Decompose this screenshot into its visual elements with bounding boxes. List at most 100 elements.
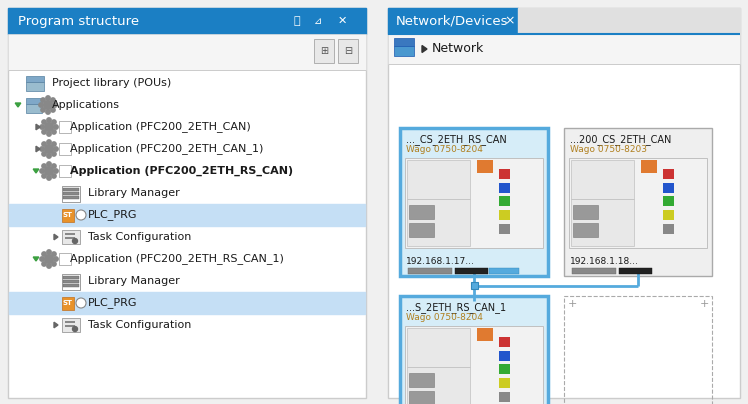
Polygon shape <box>36 124 40 130</box>
Bar <box>569 158 707 248</box>
Bar <box>499 183 510 193</box>
Polygon shape <box>33 257 39 261</box>
Bar <box>62 209 74 222</box>
Circle shape <box>46 96 50 100</box>
Bar <box>400 128 548 276</box>
Circle shape <box>40 125 44 129</box>
Circle shape <box>42 174 46 178</box>
Bar <box>388 34 740 64</box>
Bar <box>564 128 712 276</box>
Bar <box>62 230 80 244</box>
Text: Wago 0750-8204: Wago 0750-8204 <box>406 145 483 154</box>
Circle shape <box>42 262 46 266</box>
Bar <box>8 8 366 34</box>
Bar <box>663 210 674 220</box>
Circle shape <box>73 326 78 332</box>
Text: ST: ST <box>63 300 73 306</box>
Circle shape <box>53 103 57 107</box>
Text: ...200_CS_2ETH_CAN: ...200_CS_2ETH_CAN <box>570 135 672 145</box>
Bar <box>63 196 79 199</box>
Bar <box>62 297 74 310</box>
Circle shape <box>40 257 44 261</box>
Circle shape <box>47 250 51 254</box>
Bar <box>26 82 44 91</box>
Bar <box>394 38 414 46</box>
Circle shape <box>44 145 54 154</box>
Circle shape <box>47 154 51 158</box>
Circle shape <box>42 120 46 124</box>
Text: Applications: Applications <box>52 100 120 110</box>
Bar <box>405 158 543 248</box>
Bar <box>26 98 42 104</box>
Text: 🔍: 🔍 <box>294 16 301 26</box>
Polygon shape <box>422 46 427 53</box>
Circle shape <box>51 98 55 102</box>
Circle shape <box>42 252 46 256</box>
Text: Application (PFC200_2ETH_RS_CAN_1): Application (PFC200_2ETH_RS_CAN_1) <box>70 254 284 265</box>
Bar <box>394 46 414 56</box>
Circle shape <box>39 103 43 107</box>
Text: ST: ST <box>63 212 73 218</box>
Circle shape <box>44 166 54 175</box>
Circle shape <box>47 176 51 180</box>
Bar <box>409 373 434 387</box>
Bar <box>641 160 657 173</box>
Bar <box>573 223 598 237</box>
Circle shape <box>73 238 78 244</box>
Bar <box>405 326 543 404</box>
Bar <box>489 268 519 274</box>
Circle shape <box>54 147 58 151</box>
Circle shape <box>42 130 46 134</box>
Circle shape <box>51 108 55 112</box>
Bar <box>663 223 674 234</box>
Polygon shape <box>33 169 39 173</box>
Bar <box>518 8 740 34</box>
Bar <box>564 296 712 404</box>
Bar <box>62 274 80 290</box>
Bar <box>65 321 75 323</box>
Circle shape <box>54 257 58 261</box>
Circle shape <box>40 169 44 173</box>
Bar <box>663 183 674 193</box>
Text: ×: × <box>504 15 515 27</box>
Bar <box>59 121 71 133</box>
Bar <box>9 204 365 226</box>
Bar <box>400 296 548 404</box>
Circle shape <box>41 108 45 112</box>
Text: Wago 0750-8204: Wago 0750-8204 <box>406 314 483 322</box>
Bar <box>59 165 71 177</box>
Circle shape <box>47 118 51 122</box>
Bar <box>65 325 75 327</box>
Text: +: + <box>700 299 709 309</box>
Circle shape <box>40 147 44 151</box>
Bar <box>65 237 75 239</box>
Circle shape <box>47 140 51 144</box>
Bar <box>62 186 80 202</box>
Bar <box>407 328 470 404</box>
Text: Network: Network <box>432 42 484 55</box>
Text: ✕: ✕ <box>338 16 347 26</box>
Bar <box>663 169 674 179</box>
Text: Library Manager: Library Manager <box>88 188 180 198</box>
Bar <box>388 8 740 398</box>
Circle shape <box>52 142 56 146</box>
Text: Program structure: Program structure <box>18 15 139 27</box>
Text: Wago 0750-8203: Wago 0750-8203 <box>570 145 647 154</box>
Text: PLC_PRG: PLC_PRG <box>88 298 138 308</box>
Bar <box>571 160 634 246</box>
Text: +: + <box>568 299 577 309</box>
Circle shape <box>52 262 56 266</box>
Bar <box>59 253 71 265</box>
Circle shape <box>44 255 54 263</box>
Bar <box>9 292 365 314</box>
Text: ⊞: ⊞ <box>320 46 328 56</box>
Bar <box>499 364 510 375</box>
Circle shape <box>52 130 56 134</box>
Bar <box>409 205 434 219</box>
Text: ...S_2ETH_RS_CAN_1: ...S_2ETH_RS_CAN_1 <box>406 303 506 314</box>
Bar <box>62 318 80 332</box>
Bar <box>26 104 42 113</box>
Circle shape <box>52 120 56 124</box>
Bar <box>26 76 44 82</box>
Text: Application (PFC200_2ETH_CAN_1): Application (PFC200_2ETH_CAN_1) <box>70 143 263 154</box>
